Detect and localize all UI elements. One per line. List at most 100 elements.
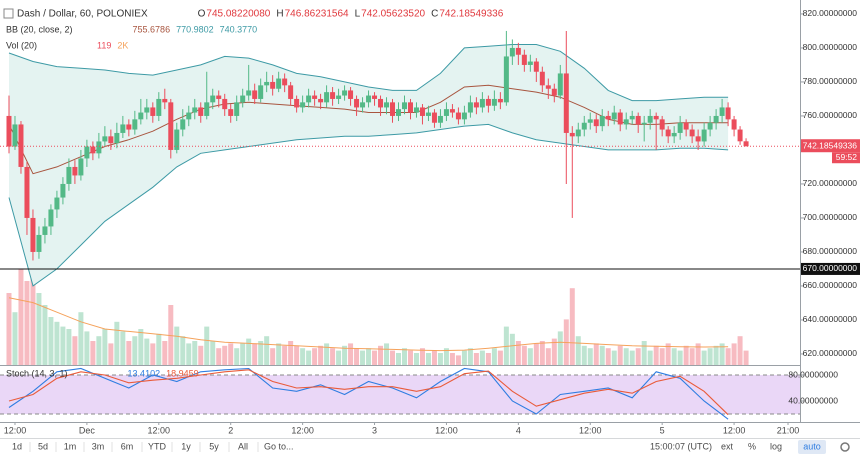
y-tick-label: 80.00000000 bbox=[788, 369, 838, 379]
candle-body bbox=[312, 95, 318, 99]
volume-bar bbox=[30, 273, 36, 365]
range-button[interactable]: 1m bbox=[64, 441, 77, 451]
volume-bar bbox=[42, 305, 48, 365]
candle-body bbox=[336, 95, 342, 99]
settings-icon[interactable] bbox=[840, 442, 850, 452]
candle-body bbox=[174, 129, 180, 150]
candle-body bbox=[719, 107, 725, 116]
volume-bar bbox=[180, 336, 186, 365]
candle-body bbox=[617, 112, 623, 125]
candle-body bbox=[479, 98, 485, 108]
volume-bar bbox=[66, 329, 72, 365]
scale-option[interactable]: % bbox=[748, 441, 756, 451]
candle-body bbox=[713, 115, 719, 123]
volume-bar bbox=[210, 341, 216, 365]
volume-bar bbox=[401, 348, 407, 365]
y-tick-label: 700.00000000 bbox=[803, 212, 858, 222]
range-button[interactable]: 5y bbox=[209, 441, 219, 451]
volume-bar bbox=[336, 350, 342, 365]
ohlc-label: C bbox=[431, 9, 438, 20]
range-button[interactable]: All bbox=[238, 441, 248, 451]
candle-body bbox=[665, 129, 671, 137]
candle-body bbox=[407, 102, 413, 113]
candle-body bbox=[234, 102, 240, 116]
candle-body bbox=[569, 132, 575, 137]
scale-option[interactable]: log bbox=[770, 441, 782, 451]
candle-body bbox=[186, 112, 192, 120]
volume-bar bbox=[372, 350, 378, 365]
range-button[interactable]: 3m bbox=[92, 441, 105, 451]
volume-bar bbox=[156, 333, 162, 365]
volume bbox=[6, 269, 749, 365]
volume-bar bbox=[36, 293, 42, 365]
candle-body bbox=[324, 92, 330, 103]
volume-bar bbox=[96, 336, 102, 365]
volume-bar bbox=[449, 353, 455, 365]
indicator-value: 755.6786 bbox=[133, 24, 171, 34]
candle-body bbox=[156, 98, 162, 116]
volume-bar bbox=[216, 348, 222, 365]
candle-body bbox=[132, 119, 138, 130]
x-tick-label: 12:00 bbox=[148, 425, 171, 435]
range-button[interactable]: 1y bbox=[181, 441, 191, 451]
candle-body bbox=[30, 217, 36, 252]
volume-bar bbox=[683, 345, 689, 365]
goto-button[interactable]: Go to... bbox=[264, 441, 294, 451]
candle-body bbox=[425, 112, 431, 116]
volume-bar bbox=[6, 293, 12, 365]
candle-body bbox=[413, 107, 419, 113]
volume-bar bbox=[545, 348, 551, 365]
range-button[interactable]: 5d bbox=[38, 441, 48, 451]
volume-bar bbox=[575, 336, 581, 365]
candle-body bbox=[707, 122, 713, 130]
volume-bar bbox=[491, 348, 497, 365]
candle-body bbox=[264, 81, 270, 86]
volume-bar bbox=[90, 341, 96, 365]
legends: Dash / Dollar, 60, POLONIEX O 745.08220080… bbox=[3, 8, 838, 405]
y-tick-label: 680.00000000 bbox=[803, 246, 858, 256]
volume-bar bbox=[737, 336, 743, 365]
y-tick-label: 800.00000000 bbox=[803, 42, 858, 52]
candle-body bbox=[629, 115, 635, 120]
volume-bar bbox=[701, 350, 707, 365]
stoch-line bbox=[8, 367, 729, 420]
volume-bar bbox=[587, 348, 593, 365]
volume-bar bbox=[665, 343, 671, 365]
volume-bar bbox=[204, 326, 210, 365]
candle-body bbox=[168, 102, 174, 150]
band-fill bbox=[9, 44, 729, 286]
range-button[interactable]: YTD bbox=[148, 441, 167, 451]
candle-body bbox=[635, 115, 641, 125]
candle-body bbox=[390, 102, 396, 116]
volume-bar bbox=[390, 350, 396, 365]
scale-option[interactable]: auto bbox=[803, 441, 821, 451]
x-tick-label: Dec bbox=[79, 425, 96, 435]
y-tick-label: 760.00000000 bbox=[803, 110, 858, 120]
volume-bar bbox=[659, 348, 665, 365]
candle-body bbox=[659, 119, 665, 130]
volume-bar bbox=[731, 343, 737, 365]
range-button[interactable]: 1d bbox=[12, 441, 22, 451]
price-axis-bg bbox=[800, 0, 860, 422]
indicator-value: 770.9802 bbox=[176, 24, 214, 34]
candle-body bbox=[180, 119, 186, 130]
volume-bar bbox=[605, 348, 611, 365]
level-label-bg bbox=[801, 262, 860, 275]
volume-bar bbox=[719, 343, 725, 365]
volume-bar bbox=[114, 321, 120, 365]
volume-bar bbox=[366, 348, 372, 365]
time-axis-bg bbox=[0, 422, 860, 438]
candle-body bbox=[743, 141, 749, 147]
candle-body bbox=[48, 209, 54, 227]
scale-option[interactable]: ext bbox=[721, 441, 734, 451]
candle-body bbox=[695, 136, 701, 142]
volume-bar bbox=[629, 350, 635, 365]
candle-body bbox=[270, 81, 276, 89]
range-button[interactable]: 6m bbox=[121, 441, 134, 451]
volume-bar bbox=[713, 345, 719, 365]
candle-body bbox=[401, 102, 407, 110]
volume-bar bbox=[599, 345, 605, 365]
indicators bbox=[8, 44, 729, 420]
candle-body bbox=[216, 95, 222, 99]
volume-bar bbox=[24, 281, 30, 365]
